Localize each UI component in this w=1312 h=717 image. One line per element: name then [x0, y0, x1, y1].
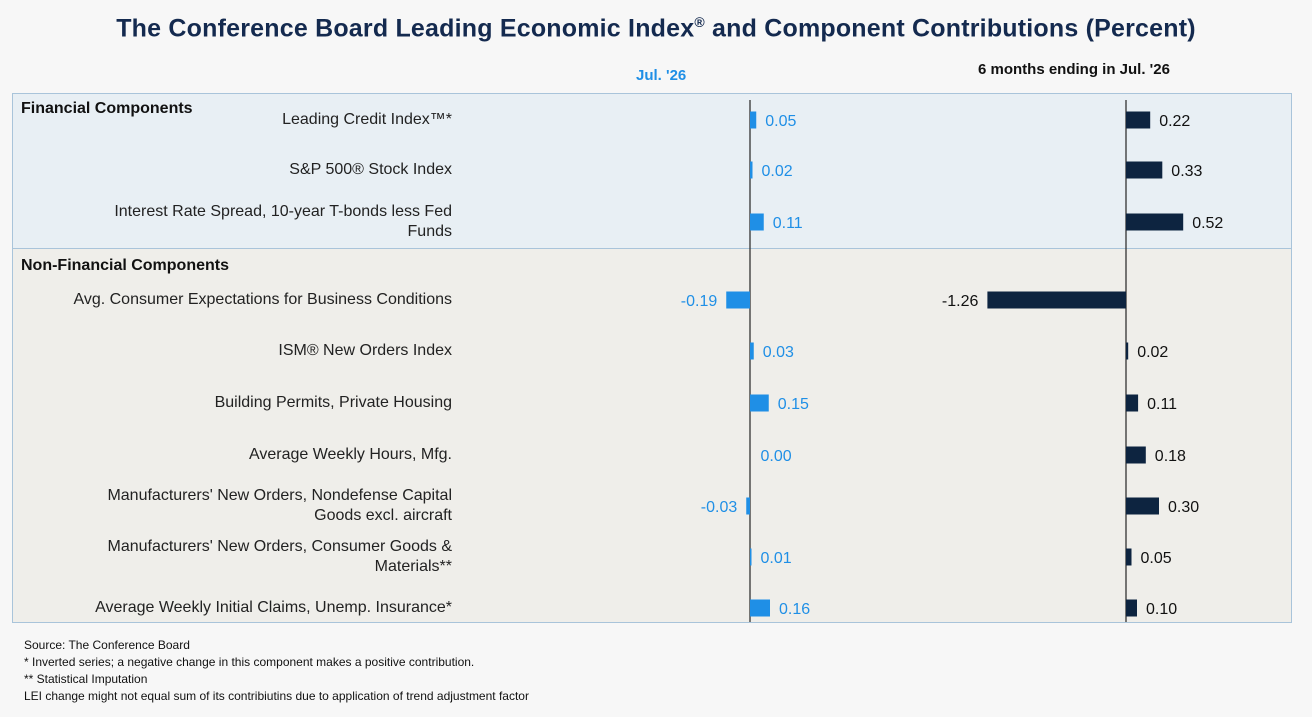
- footnote-trend-adjustment: LEI change might not equal sum of its co…: [24, 689, 529, 703]
- row-label: S&P 500® Stock Index: [289, 161, 452, 178]
- monthly-value-label: -0.03: [701, 499, 738, 516]
- monthly-value-label: 0.03: [763, 344, 794, 361]
- monthly-bar: [750, 213, 764, 231]
- row-label: Average Weekly Hours, Mfg.: [248, 446, 452, 463]
- six-month-value-label: 0.33: [1171, 163, 1202, 180]
- monthly-value-label: 0.00: [761, 448, 792, 465]
- row-label: Interest Rate Spread, 10-year T-bonds le…: [114, 203, 452, 240]
- row-label: Building Permits, Private Housing: [214, 394, 452, 411]
- six-month-value-label: 0.30: [1168, 499, 1199, 516]
- monthly-bar: [750, 394, 769, 412]
- monthly-column-header: Jul. '26: [636, 67, 687, 84]
- six-month-bar: [1126, 446, 1146, 464]
- footnote-source: Source: The Conference Board: [24, 638, 190, 652]
- row-label: Avg. Consumer Expectations for Business …: [73, 291, 452, 308]
- non-financial-components-panel: [12, 249, 1292, 623]
- monthly-bar: [750, 342, 754, 360]
- six-month-value-label: 0.52: [1192, 215, 1223, 232]
- monthly-bar: [726, 291, 750, 309]
- six-month-value-label: 0.22: [1159, 113, 1190, 130]
- monthly-value-label: 0.16: [779, 601, 810, 618]
- six-month-bar: [1126, 497, 1159, 515]
- row-label: Manufacturers' New Orders, Consumer Good…: [107, 538, 452, 575]
- six-month-bar: [1126, 161, 1163, 179]
- six-month-bar: [987, 291, 1126, 309]
- six-month-value-label: 0.02: [1137, 344, 1168, 361]
- footnote-imputation: ** Statistical Imputation: [24, 672, 148, 686]
- six-month-value-label: 0.11: [1147, 396, 1177, 413]
- chart-title: The Conference Board Leading Economic In…: [116, 14, 1196, 43]
- non-financial-components-heading: Non-Financial Components: [21, 257, 229, 274]
- footnote-inverted: * Inverted series; a negative change in …: [24, 655, 475, 669]
- six-month-bar: [1126, 548, 1132, 566]
- monthly-value-label: 0.15: [778, 396, 809, 413]
- row-label: Average Weekly Initial Claims, Unemp. In…: [95, 599, 452, 616]
- monthly-value-label: 0.02: [762, 163, 793, 180]
- row-label: ISM® New Orders Index: [278, 342, 452, 359]
- monthly-bar: [750, 548, 752, 566]
- monthly-bar: [750, 599, 770, 617]
- monthly-bar: [750, 161, 753, 179]
- monthly-value-label: -0.19: [681, 293, 718, 310]
- financial-components-heading: Financial Components: [21, 100, 193, 117]
- financial-components-panel: [12, 93, 1292, 249]
- six-month-value-label: 0.10: [1146, 601, 1177, 618]
- row-label: Manufacturers' New Orders, Nondefense Ca…: [107, 487, 452, 524]
- monthly-value-label: 0.01: [761, 550, 792, 567]
- monthly-value-label: 0.05: [765, 113, 796, 130]
- six-month-column-header: 6 months ending in Jul. '26: [978, 61, 1170, 78]
- six-month-bar: [1126, 599, 1137, 617]
- monthly-bar: [750, 111, 757, 129]
- six-month-value-label: 0.18: [1155, 448, 1186, 465]
- row-label: Leading Credit Index™*: [282, 111, 452, 128]
- monthly-value-label: 0.11: [773, 215, 803, 232]
- six-month-value-label: 0.05: [1141, 550, 1172, 567]
- six-month-bar: [1126, 394, 1139, 412]
- footnotes: Source: The Conference Board * Inverted …: [24, 637, 529, 705]
- six-month-bar: [1126, 213, 1184, 231]
- six-month-value-label: -1.26: [942, 293, 979, 310]
- six-month-bar: [1126, 111, 1151, 129]
- six-month-bar: [1126, 342, 1129, 360]
- monthly-bar: [746, 497, 750, 515]
